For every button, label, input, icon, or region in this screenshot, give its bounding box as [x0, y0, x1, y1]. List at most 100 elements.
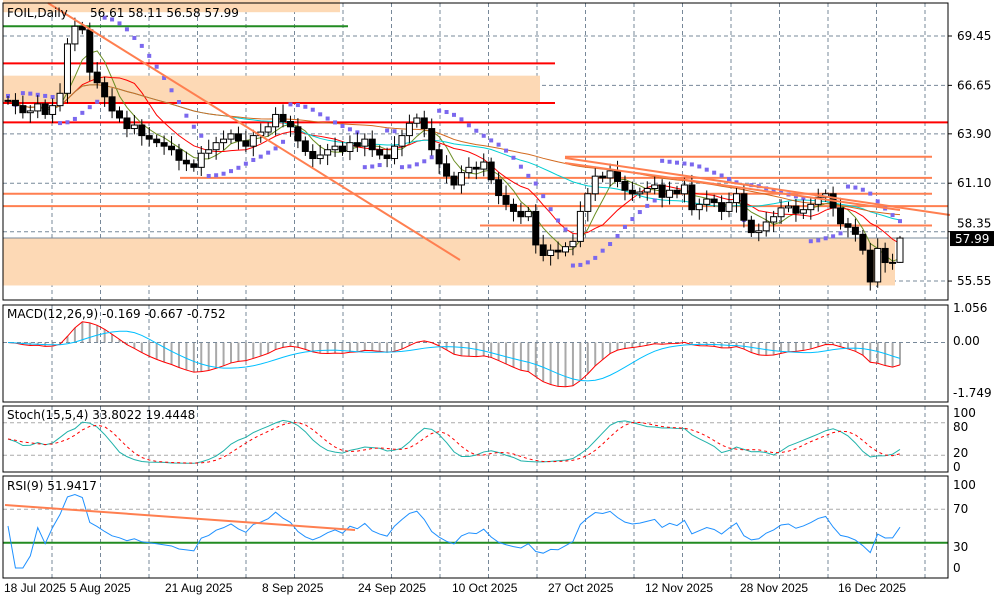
candle-body: [205, 149, 213, 154]
candle-body: [376, 149, 384, 156]
date-label: 5 Aug 2025: [70, 581, 131, 595]
sar-dot: [50, 94, 55, 99]
sar-dot: [199, 133, 204, 138]
candle-body: [220, 138, 228, 144]
panel-border: [2, 475, 949, 579]
candle-body: [108, 96, 116, 112]
sar-dot: [875, 199, 880, 204]
sar-dot: [496, 142, 501, 147]
candle-body: [272, 113, 280, 128]
candle-body: [509, 203, 517, 212]
rsi-tick-label: 0: [953, 561, 961, 575]
candle-body: [78, 25, 86, 31]
price-tick-label: 58.35: [957, 217, 991, 231]
candle-body: [732, 193, 740, 204]
candle-body: [874, 247, 882, 283]
sar-dot: [191, 124, 196, 129]
sar-dot: [801, 196, 806, 201]
sar-dot: [697, 164, 702, 169]
sar-dot: [541, 194, 546, 199]
candle-body: [547, 249, 555, 256]
candle-body: [554, 249, 562, 253]
candle-body: [606, 170, 614, 179]
rsi-panel: [3, 493, 948, 569]
candle-body: [160, 142, 168, 147]
sar-dot: [355, 130, 360, 135]
sar-dot: [585, 260, 590, 265]
candle-body: [755, 230, 763, 234]
candle-body: [859, 233, 867, 251]
rsi-trendline: [4, 504, 356, 531]
date-label: 28 Nov 2025: [740, 581, 808, 595]
sar-dot: [43, 93, 48, 98]
candle-body: [866, 249, 874, 283]
sar-dot: [399, 165, 404, 170]
sar-dot: [474, 128, 479, 133]
date-label: 24 Sep 2025: [358, 581, 426, 595]
candle-body: [614, 170, 622, 182]
candle-body: [837, 207, 845, 225]
candle-body: [145, 135, 153, 140]
sar-dot: [347, 127, 352, 132]
candle-body: [517, 210, 525, 218]
sar-dot: [229, 169, 233, 174]
sar-dot: [570, 263, 575, 268]
candle-body: [294, 126, 302, 142]
sar-dot: [845, 184, 850, 189]
sar-dot: [511, 155, 516, 160]
sar-dot: [556, 218, 561, 223]
last-price-badge: [950, 231, 994, 247]
candle-body: [465, 166, 473, 174]
candle-body: [443, 163, 451, 177]
candle-body: [666, 189, 674, 198]
candle-body: [405, 122, 413, 137]
sar-dot: [333, 120, 338, 125]
sar-dot: [816, 238, 821, 243]
ma-5-line: [7, 50, 901, 262]
sar-dot: [823, 236, 828, 241]
candle-body: [242, 140, 250, 147]
date-label: 10 Oct 2025: [452, 581, 518, 595]
axes: 69.45 66.65 63.90 61.10 58.35 55.55 57.99 1.056…: [4, 29, 994, 595]
sar-dot: [734, 180, 739, 185]
macd-line: [7, 321, 901, 388]
candle-body: [197, 152, 205, 168]
macd-tick-label: 0.00: [953, 334, 980, 348]
sar-dot: [340, 124, 345, 129]
candle-body: [34, 103, 42, 112]
candle-body: [398, 135, 406, 147]
sar-dot: [58, 121, 63, 126]
stoch-tick-label: 20: [953, 446, 968, 460]
sar-dot: [898, 219, 902, 224]
candle-body: [175, 149, 183, 161]
candle-body: [309, 150, 317, 160]
candle-body: [391, 145, 399, 160]
sar-dot: [526, 173, 531, 178]
candle-body: [502, 195, 510, 205]
sar-dot: [682, 161, 687, 166]
candle-body: [63, 43, 71, 94]
sar-dot: [28, 91, 33, 96]
sar-dot: [414, 162, 419, 167]
candle-body: [807, 203, 815, 211]
levels: [3, 25, 948, 239]
date-label: 16 Dec 2025: [838, 581, 906, 595]
candle-body: [301, 140, 309, 152]
candle-body: [86, 29, 94, 73]
sar-dot: [712, 170, 717, 175]
price-tick-label: 69.45: [957, 29, 991, 43]
candle-body: [41, 103, 49, 115]
candle-body: [71, 25, 79, 45]
date-label: 8 Sep 2025: [262, 581, 324, 595]
sar-dot: [667, 159, 672, 164]
candle-body: [19, 105, 27, 114]
sar-dot: [132, 35, 137, 40]
stoch-panel: [3, 419, 948, 464]
candle-body: [881, 247, 889, 264]
trendline: [47, 2, 461, 261]
sar-dot: [719, 173, 724, 178]
sar-dot: [281, 139, 286, 144]
candle-body: [264, 126, 272, 133]
sar-dot: [147, 53, 152, 58]
